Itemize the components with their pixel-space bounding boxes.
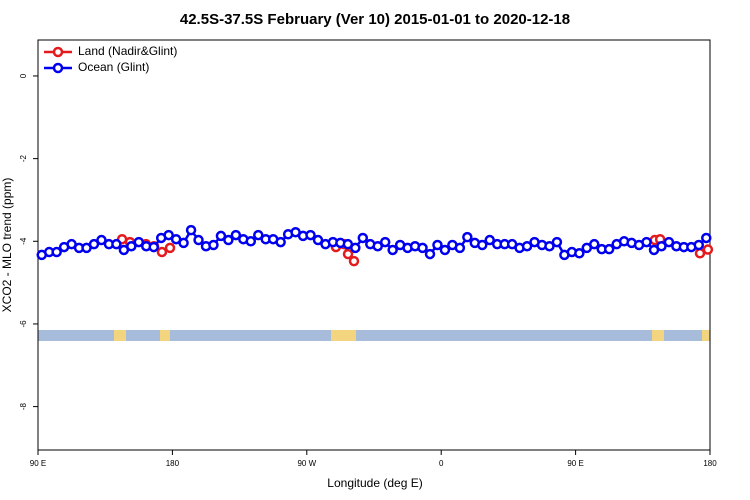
point [439,244,451,256]
point [379,236,391,248]
x-tick-label: 90 E [567,459,583,468]
point [275,236,286,248]
point [111,238,122,250]
point [342,248,354,260]
x-tick-label: 90 E [30,459,46,468]
point [312,234,324,246]
point [305,229,316,241]
point [96,234,107,246]
point [148,241,159,253]
point [387,244,398,256]
legend-label: Land (Nadir&Glint) [78,44,177,58]
point [544,240,555,252]
chart-title: 42.5S-37.5S February (Ver 10) 2015-01-01… [180,11,570,28]
legend-label: Ocean (Glint) [78,60,149,74]
point [701,232,712,244]
point [462,231,473,243]
point [432,239,443,251]
y-tick-label: -4 [19,237,28,245]
point [193,234,204,246]
point [551,236,563,248]
point [589,238,600,250]
point [88,238,100,250]
point [133,236,145,248]
point [454,242,466,254]
land-patch [702,330,710,341]
y-axis-label: XCO2 - MLO trend (ppm) [0,178,14,313]
point [156,246,168,258]
land-patch [652,330,664,341]
y-tick-label: -8 [19,403,28,411]
point [178,237,189,249]
point [484,234,495,246]
point [126,240,137,252]
land-patch [331,330,356,341]
land-patch [114,330,126,341]
point [348,255,360,267]
legend-marker [52,46,64,58]
point [702,244,714,255]
point [574,248,585,259]
point [521,240,533,252]
legend-marker [52,62,64,74]
point [208,239,219,251]
point [215,230,227,242]
point [185,224,197,236]
point [424,248,436,260]
point [372,240,383,252]
x-tick-label: 180 [703,459,717,468]
point [253,229,264,241]
point [51,246,62,258]
point [230,229,242,241]
point [693,239,705,251]
point [656,240,667,252]
x-tick-label: 0 [439,459,444,468]
point [223,234,234,246]
point [357,232,369,244]
point [417,242,428,254]
point [163,229,174,241]
land-ocean-band [38,330,710,341]
land-patch [160,330,170,341]
point [603,243,615,255]
point [477,239,488,251]
x-tick-label: 180 [166,459,180,468]
y-tick-label: 0 [19,73,28,78]
point [641,236,652,248]
y-tick-label: -2 [19,155,28,163]
x-tick-label: 90 W [297,459,316,468]
x-axis-label: Longitude (deg E) [327,476,422,490]
point [350,242,361,254]
point [164,242,176,254]
point [245,236,257,247]
ocean-band [38,330,710,341]
y-tick-label: -6 [19,320,28,328]
point [663,236,675,248]
